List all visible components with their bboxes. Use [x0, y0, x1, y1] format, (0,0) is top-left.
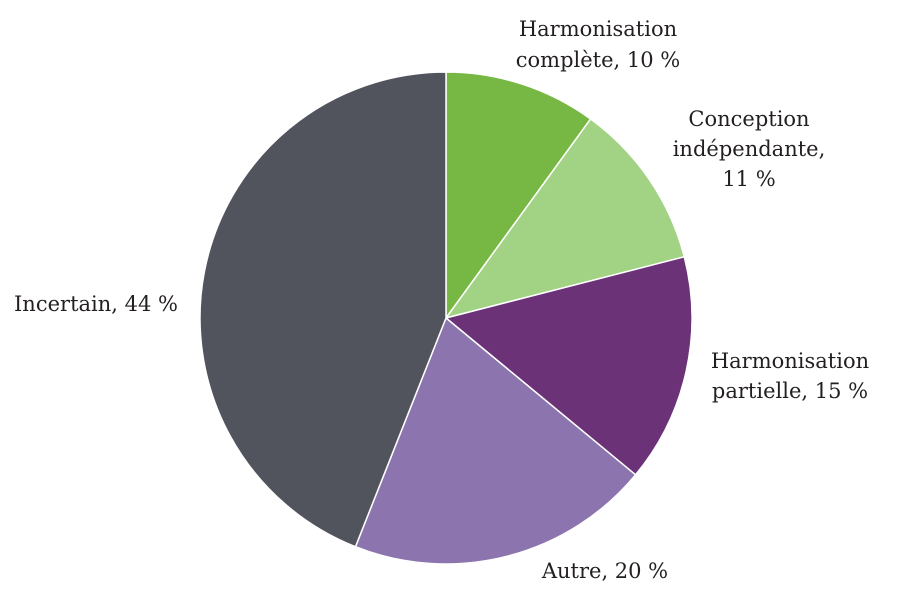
pie-slice-2: [444, 255, 693, 476]
slice-label-line: indépendante,: [673, 137, 826, 161]
slice-label-line: Conception: [688, 107, 809, 131]
slice-label-0: Harmonisation complète, 10 %: [516, 17, 680, 72]
slice-label-line: partielle, 15 %: [712, 379, 868, 403]
slice-label-line: Harmonisation: [711, 349, 869, 373]
slice-label-line: complète, 10 %: [516, 48, 680, 72]
pie-slice-4: [199, 71, 447, 548]
slice-label-line: 11 %: [722, 167, 775, 191]
slice-label-3: Autre, 20 %: [541, 559, 668, 583]
pie-slices: [199, 71, 693, 565]
slice-label-line: Harmonisation: [519, 17, 677, 41]
slice-label-4: Incertain, 44 %: [14, 292, 178, 316]
pie-slice-1: [444, 117, 686, 320]
pie-labels: Harmonisation complète, 10 % Conception ind…: [14, 17, 869, 583]
pie-slice-3: [354, 316, 637, 565]
slice-label-line: Autre, 20 %: [541, 559, 668, 583]
pie-slice-0: [445, 71, 592, 321]
slice-label-2: Harmonisation partielle, 15 %: [711, 349, 869, 403]
slice-label-1: Conception indépendante, 11 %: [673, 107, 826, 191]
slice-label-line: Incertain, 44 %: [14, 292, 178, 316]
